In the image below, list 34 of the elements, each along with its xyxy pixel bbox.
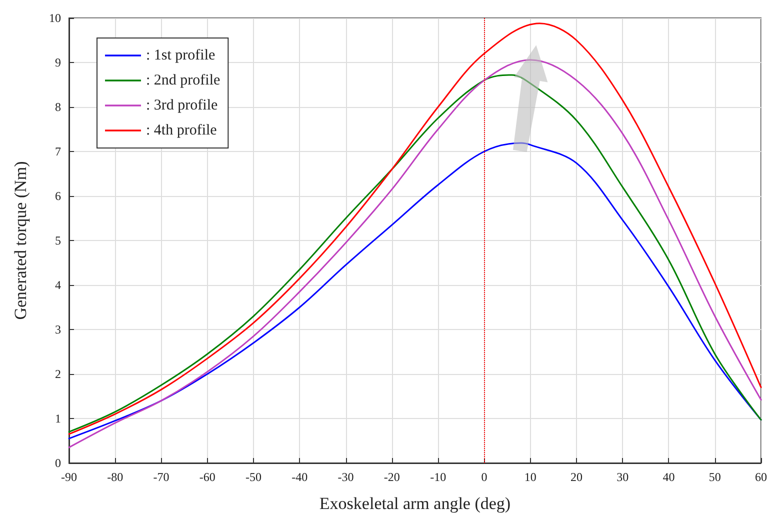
y-tick-label: 4: [55, 278, 61, 292]
y-tick-label: 9: [55, 56, 61, 70]
x-tick-label: -80: [107, 470, 124, 484]
y-tick-label: 3: [55, 322, 61, 336]
x-tick-label: 30: [616, 470, 629, 484]
x-tick-label: -40: [292, 470, 308, 484]
x-tick-label: -10: [430, 470, 446, 484]
legend-label: : 1st profile: [146, 48, 216, 64]
x-tick-label: -20: [384, 470, 400, 484]
y-tick-label: 1: [55, 412, 61, 426]
x-axis-title: Exoskeletal arm angle (deg): [319, 494, 511, 513]
legend-label: : 3rd profile: [146, 98, 218, 114]
legend-label: : 4th profile: [146, 122, 218, 138]
x-tick-label: -50: [246, 470, 262, 484]
legend-label: : 2nd profile: [146, 72, 220, 88]
x-tick-label: 10: [524, 470, 536, 484]
x-tick-label: 0: [481, 470, 488, 484]
y-axis-title: Generated torque (Nm): [11, 161, 30, 320]
y-tick-label: 6: [55, 189, 61, 203]
x-tick-label: -90: [61, 470, 77, 484]
y-tick-label: 8: [55, 100, 61, 114]
x-tick-label: 20: [570, 470, 582, 484]
x-tick-label: 50: [708, 470, 721, 484]
y-tick-label: 5: [55, 234, 61, 248]
y-tick-label: 7: [55, 144, 61, 158]
x-tick-label: -70: [153, 470, 170, 484]
x-tick-label: -60: [199, 470, 216, 484]
x-tick-label: -30: [338, 470, 354, 484]
y-tick-label: 10: [49, 11, 61, 25]
y-tick-label: 0: [55, 456, 61, 470]
x-tick-label: 60: [755, 470, 767, 484]
line-series: [68, 142, 762, 440]
x-tick-label: 40: [662, 470, 675, 484]
y-tick-label: 2: [55, 367, 61, 381]
